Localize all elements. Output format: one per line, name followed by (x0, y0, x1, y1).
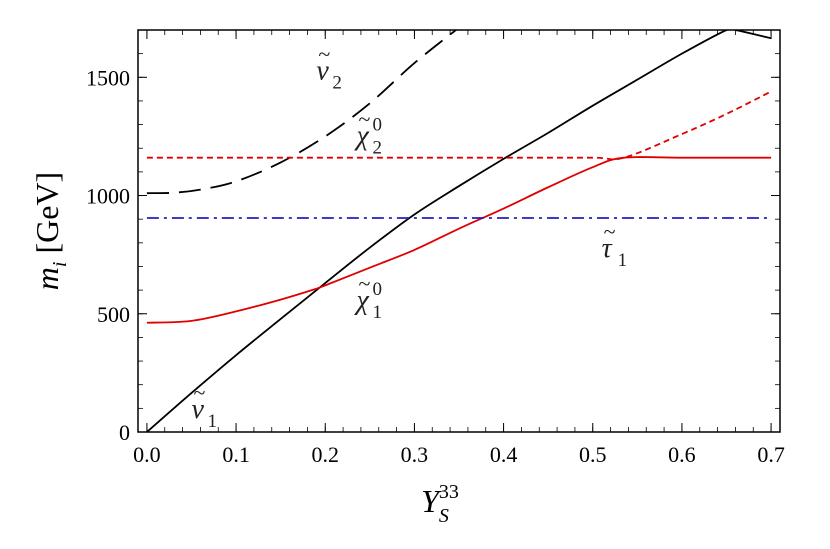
y-axis-label-unit: [GeV] (29, 172, 65, 262)
x-tick-label: 0.3 (401, 442, 429, 467)
series-line-2 (146, 156, 772, 324)
series-line-0 (146, 30, 772, 432)
curve-label-base: τ (602, 233, 613, 264)
curve-label-sub: 2 (372, 138, 382, 159)
curve-label-base: χ (353, 285, 369, 316)
curve-label-sub: 2 (332, 73, 342, 94)
y-tick-label: 500 (97, 302, 130, 327)
x-tick-label: 0.2 (312, 442, 340, 467)
curve-label-sup: 0 (372, 115, 382, 136)
curve-label-base: χ (353, 121, 369, 152)
plot-frame (137, 29, 781, 433)
y-axis-label-sub: i (49, 262, 71, 268)
x-tick-label: 0.4 (490, 442, 518, 467)
x-tick-label: 0.1 (222, 442, 250, 467)
y-axis-label-base: m (29, 267, 65, 290)
x-tick-label: 0.0 (133, 442, 161, 467)
y-tick-label: 0 (119, 420, 130, 445)
curves (146, 30, 772, 432)
x-axis-label-base: Y (421, 483, 442, 519)
tilde-mark: ~ (604, 219, 616, 244)
tilde-mark: ~ (194, 380, 206, 405)
series-line-1 (146, 30, 458, 195)
x-tick-label: 0.7 (757, 442, 785, 467)
series-line-3 (146, 90, 772, 161)
x-tick-label: 0.6 (668, 442, 696, 467)
curve-label-sub: 1 (208, 411, 218, 432)
x-axis-label-sub: S (439, 505, 449, 527)
curve-label-1: χ~20 (353, 107, 382, 159)
ticks: 0.0 0.1 0.2 0.3 0.4 0.5 0.6 0.7 0 500 1000 1500 (86, 29, 785, 467)
y-tick-label: 1500 (86, 65, 130, 90)
curve-label-0: ν~2 (316, 42, 342, 94)
x-tick-label: 0.5 (579, 442, 607, 467)
y-tick-label: 1000 (86, 184, 130, 209)
curve-label-base: ν (192, 394, 205, 425)
curve-label-3: χ~10 (353, 271, 382, 323)
x-axis-label: YS33 (421, 481, 459, 527)
tilde-mark: ~ (318, 42, 330, 67)
tilde-mark: ~ (358, 271, 370, 296)
curve-label-sub: 1 (372, 302, 382, 323)
curve-label-4: ν~1 (192, 380, 218, 432)
curve-label-2: τ~1 (602, 219, 628, 271)
tilde-mark: ~ (358, 107, 370, 132)
annotations: ν~2χ~20τ~1χ~10ν~1 (192, 42, 628, 432)
curve-label-base: ν (316, 56, 329, 87)
curve-label-sup: 0 (372, 279, 382, 300)
x-axis-label-sup: 33 (439, 481, 459, 503)
y-axis-label: mi [GeV] (29, 172, 71, 290)
curve-label-sub: 1 (618, 250, 628, 271)
